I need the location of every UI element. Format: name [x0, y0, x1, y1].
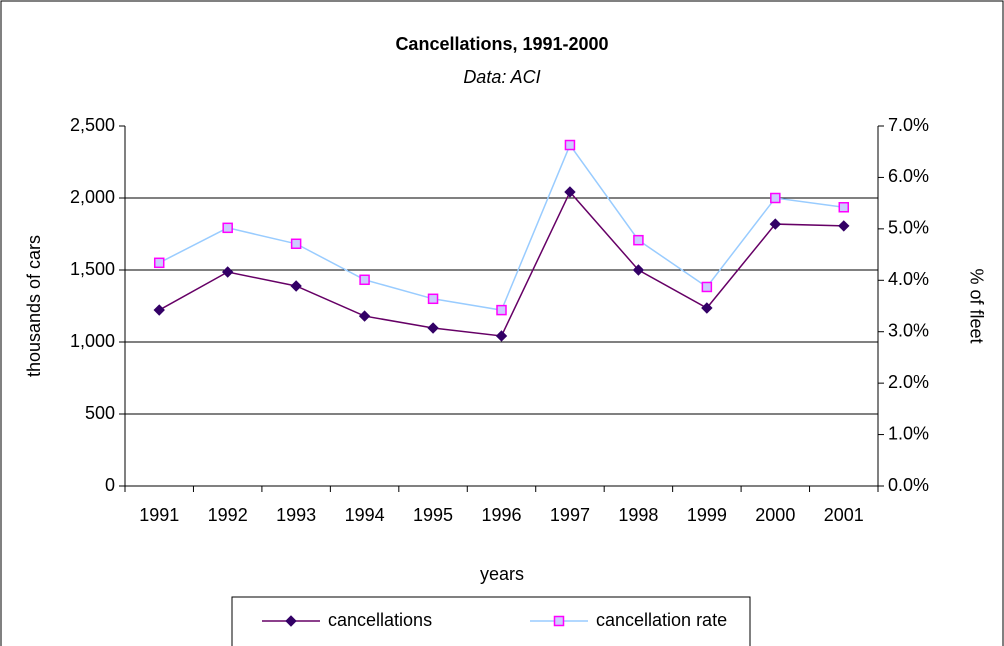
y-axis-label: thousands of cars [24, 235, 44, 377]
diamond-marker [495, 330, 508, 342]
square-marker [427, 293, 439, 305]
x-tick-label: 2001 [824, 505, 864, 525]
diamond-marker [427, 322, 439, 334]
x-tick-label: 1995 [413, 505, 453, 525]
y2-tick-label: 0.0% [888, 475, 929, 495]
x-tick-label: 1992 [208, 505, 248, 525]
square-marker [222, 222, 233, 234]
diamond-marker [358, 310, 371, 322]
diamond-marker [701, 302, 713, 314]
y-tick-label: 2,500 [70, 115, 115, 135]
chart-title: Cancellations, 1991-2000 [395, 34, 608, 54]
diamond-marker [153, 304, 165, 316]
x-tick-label: 1999 [687, 505, 727, 525]
diamond-marker [632, 264, 645, 276]
x-tick-label: 1994 [345, 505, 385, 525]
y2-tick-label: 3.0% [888, 320, 929, 340]
legend-marker [553, 615, 565, 627]
x-tick-label: 1997 [550, 505, 590, 525]
legend-label: cancellation rate [596, 610, 727, 630]
y2-tick-label: 5.0% [888, 218, 929, 238]
diamond-marker [221, 266, 234, 278]
y2-tick-label: 4.0% [888, 269, 929, 289]
square-marker [633, 234, 644, 246]
legend-label: cancellations [328, 610, 432, 630]
diamond-marker [838, 220, 850, 232]
square-marker [153, 257, 165, 269]
x-tick-label: 1998 [618, 505, 658, 525]
diamond-marker [290, 280, 302, 292]
x-tick-label: 1993 [276, 505, 316, 525]
y2-tick-label: 7.0% [888, 115, 929, 135]
diamond-marker [769, 218, 782, 230]
square-marker [290, 238, 302, 250]
x-tick-label: 1996 [481, 505, 521, 525]
chart-subtitle: Data: ACI [463, 67, 540, 87]
y-tick-label: 0 [105, 475, 115, 495]
y2-tick-label: 1.0% [888, 423, 929, 443]
x-tick-label: 1991 [139, 505, 179, 525]
square-marker [770, 192, 781, 204]
legend-marker [285, 615, 297, 627]
y-tick-label: 1,000 [70, 331, 115, 351]
square-marker [701, 281, 713, 293]
y-tick-label: 1,500 [70, 259, 115, 279]
y2-axis-label: % of fleet [966, 268, 986, 343]
y2-tick-label: 2.0% [888, 372, 929, 392]
square-marker [359, 274, 370, 286]
x-axis-label: years [480, 564, 524, 584]
y-tick-label: 2,000 [70, 187, 115, 207]
y2-tick-label: 6.0% [888, 166, 929, 186]
square-marker [496, 304, 507, 316]
y-tick-label: 500 [85, 403, 115, 423]
x-tick-label: 2000 [755, 505, 795, 525]
square-marker [564, 139, 576, 151]
diamond-marker [564, 186, 576, 198]
square-marker [838, 202, 850, 213]
